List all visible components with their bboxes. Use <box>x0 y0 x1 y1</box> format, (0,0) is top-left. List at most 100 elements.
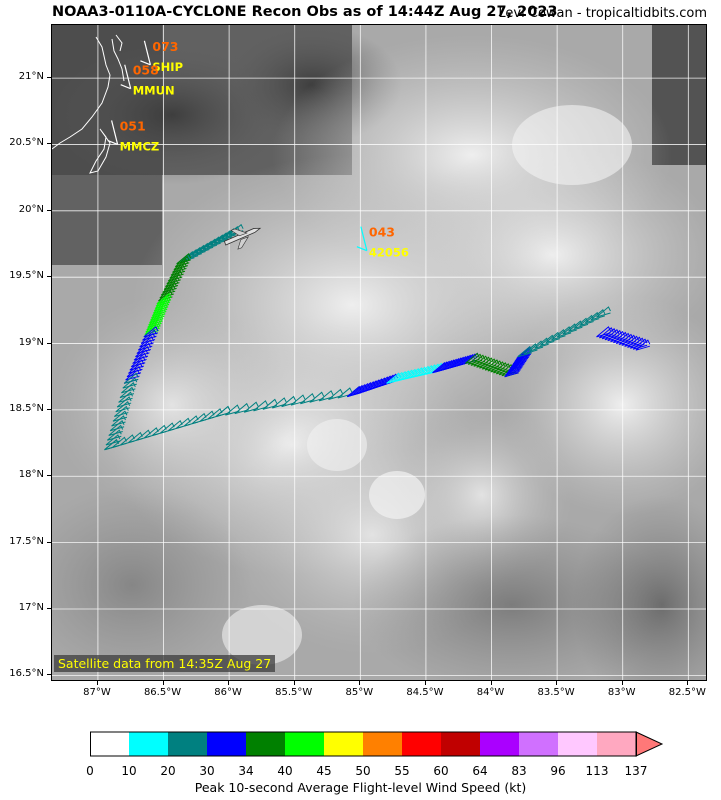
lat-tick <box>47 608 51 609</box>
lon-tick <box>687 681 689 685</box>
lon-tick <box>228 681 230 685</box>
lat-tick <box>47 209 51 211</box>
lat-tick-label: 19.5°N <box>9 270 44 282</box>
lon-tick-label: 84°W <box>476 687 505 698</box>
lat-tick <box>47 276 51 278</box>
station-barb <box>120 64 132 90</box>
lat-tick <box>47 408 51 410</box>
lat-tick <box>47 475 51 477</box>
colorbar-tick-label: 10 <box>121 764 137 778</box>
lon-tick <box>490 681 492 685</box>
flight-track <box>104 223 651 451</box>
lat-tick-label: 20.5°N <box>9 137 44 149</box>
colorbar-segment <box>90 732 129 756</box>
colorbar-segment <box>207 732 246 756</box>
satellite-time-label: Satellite data from 14:35Z Aug 27 <box>54 655 276 672</box>
aircraft-icon <box>223 227 262 250</box>
colorbar-tick-label: 96 <box>550 764 566 778</box>
station-id-label: MMCZ <box>120 139 160 153</box>
lon-tick-label: 85.5°W <box>275 687 313 698</box>
colorbar-tick-label: 20 <box>160 764 176 778</box>
wind-barb <box>590 309 606 321</box>
station-speed-label: 058 <box>133 63 159 78</box>
colorbar-segment <box>402 732 441 756</box>
station-speed-label: 043 <box>369 225 395 240</box>
colorbar-tick-label: 40 <box>277 764 293 778</box>
colorbar-outline <box>90 731 637 757</box>
colorbar <box>90 731 670 761</box>
colorbar-segment <box>324 732 363 756</box>
lat-tick-label: 18°N <box>18 469 44 481</box>
colorbar-segment <box>519 732 558 756</box>
wind-barb <box>635 339 651 351</box>
lat-tick-label: 17°N <box>18 602 44 613</box>
station-barb <box>140 40 151 66</box>
station-speed-label: 073 <box>152 39 178 54</box>
colorbar-tick-label: 113 <box>585 764 609 778</box>
colorbar-tick-label: 0 <box>86 764 94 778</box>
colorbar-tick-label: 60 <box>433 764 449 778</box>
lat-tick <box>47 674 51 676</box>
colorbar-svg <box>90 731 664 757</box>
lon-tick-label: 83°W <box>607 687 636 698</box>
wind-barb <box>183 248 199 261</box>
lat-tick-label: 19°N <box>18 336 44 348</box>
lat-tick-label: 17.5°N <box>9 535 44 547</box>
colorbar-segment <box>363 732 402 756</box>
satellite-clouds <box>52 25 706 680</box>
lon-tick <box>293 681 295 685</box>
colorbar-segment <box>246 732 285 756</box>
station-id-label: SHIP <box>152 60 183 74</box>
station-barb <box>356 226 368 252</box>
colorbar-segment <box>168 732 207 756</box>
wind-barb <box>125 369 141 381</box>
lat-tick-label: 20°N <box>18 203 44 215</box>
lon-tick <box>96 681 98 685</box>
station-id-label: 42056 <box>369 246 409 260</box>
lon-tick-label: 84.5°W <box>406 687 444 698</box>
colorbar-segment <box>285 732 324 756</box>
lat-tick-label: 16.5°N <box>9 668 44 680</box>
lon-tick-label: 82.5°W <box>668 687 706 698</box>
colorbar-segment <box>441 732 480 756</box>
lon-tick-label: 83.5°W <box>537 687 575 698</box>
map-panel: 073 SHIP 058 MMUN 051 MMCZ 043 42056 Satellite … <box>51 24 707 681</box>
colorbar-tick-label: 45 <box>316 764 332 778</box>
lon-tick-label: 86.5°W <box>143 687 182 698</box>
lon-tick <box>556 681 558 685</box>
lon-tick-label: 87°W <box>83 687 111 698</box>
lon-tick <box>424 681 426 685</box>
colorbar-segment <box>480 732 519 756</box>
lon-tick <box>162 681 164 685</box>
wind-barb <box>596 306 611 318</box>
colorbar-tick-label: 137 <box>624 764 648 778</box>
colorbar-segment <box>597 732 636 756</box>
lat-tick-label: 21°N <box>18 71 44 83</box>
station-id-label: MMUN <box>133 84 175 98</box>
colorbar-label: Peak 10-second Average Flight-level Wind… <box>194 780 527 795</box>
lat-tick <box>47 541 51 543</box>
lon-tick <box>359 681 361 685</box>
colorbar-tick-label: 83 <box>511 764 527 778</box>
lon-tick <box>621 681 623 685</box>
gridlines <box>52 25 706 680</box>
station-barb <box>107 120 119 146</box>
colorbar-tick-label: 50 <box>355 764 371 778</box>
page-title: NOAA3-0110A-CYCLONE Recon Obs as of 14:4… <box>52 4 558 20</box>
colorbar-tick-label: 55 <box>394 764 410 778</box>
colorbar-tick-label: 64 <box>472 764 488 778</box>
credit-text: Levi Cowan - tropicaltidbits.com <box>498 6 707 21</box>
station-speed-label: 051 <box>120 118 146 133</box>
colorbar-extend-arrow <box>635 731 664 757</box>
lat-tick <box>47 342 51 344</box>
colorbar-tick-label: 30 <box>199 764 215 778</box>
colorbar-segment <box>558 732 597 756</box>
coastline <box>52 34 125 174</box>
lon-tick-label: 85°W <box>345 687 374 698</box>
lon-tick-label: 86°W <box>214 687 242 698</box>
lat-tick-label: 18.5°N <box>9 402 44 414</box>
colorbar-tick-label: 34 <box>238 764 254 778</box>
lat-tick <box>47 143 51 145</box>
